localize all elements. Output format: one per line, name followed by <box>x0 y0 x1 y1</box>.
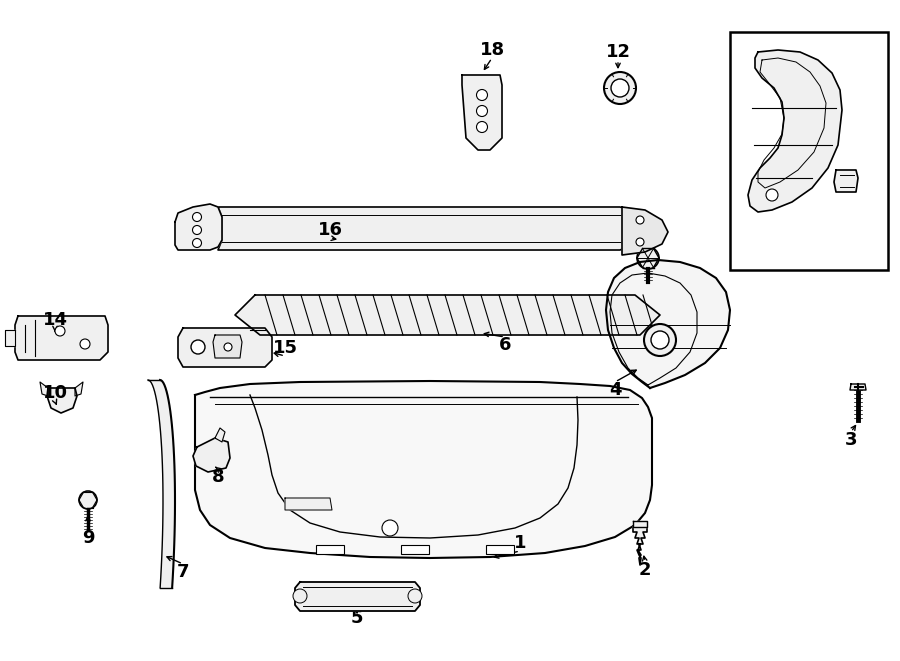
Polygon shape <box>834 170 858 192</box>
Circle shape <box>193 225 202 235</box>
Circle shape <box>637 247 659 269</box>
Circle shape <box>651 331 669 349</box>
Circle shape <box>79 491 97 509</box>
Circle shape <box>604 72 636 104</box>
Polygon shape <box>606 260 730 388</box>
Text: 5: 5 <box>351 609 364 627</box>
Circle shape <box>193 239 202 247</box>
Circle shape <box>644 324 676 356</box>
Text: 4: 4 <box>608 381 621 399</box>
Polygon shape <box>213 335 242 358</box>
Polygon shape <box>178 328 272 367</box>
Polygon shape <box>850 384 866 390</box>
Polygon shape <box>75 382 83 396</box>
Circle shape <box>476 89 488 100</box>
Polygon shape <box>5 330 15 346</box>
Polygon shape <box>15 316 108 360</box>
Polygon shape <box>633 521 647 527</box>
Text: 3: 3 <box>845 431 857 449</box>
Text: 7: 7 <box>176 563 189 581</box>
Text: 10: 10 <box>42 384 68 402</box>
Circle shape <box>636 216 644 224</box>
Text: 11: 11 <box>788 31 813 49</box>
Polygon shape <box>40 382 48 396</box>
Text: 17: 17 <box>631 221 655 239</box>
Circle shape <box>224 343 232 351</box>
Text: 1: 1 <box>514 534 526 552</box>
Text: 14: 14 <box>42 311 68 329</box>
Circle shape <box>382 520 398 536</box>
Text: 9: 9 <box>82 529 94 547</box>
Polygon shape <box>215 428 225 442</box>
Text: 2: 2 <box>639 561 652 579</box>
Polygon shape <box>462 75 502 150</box>
Polygon shape <box>633 526 647 565</box>
Circle shape <box>636 238 644 246</box>
Bar <box>401 545 429 554</box>
Circle shape <box>55 326 65 336</box>
Circle shape <box>193 212 202 221</box>
Polygon shape <box>193 438 230 472</box>
Circle shape <box>476 122 488 132</box>
Text: 18: 18 <box>480 41 505 59</box>
Polygon shape <box>175 204 222 250</box>
Text: 8: 8 <box>212 468 224 486</box>
Polygon shape <box>748 50 842 212</box>
Text: 13: 13 <box>832 203 858 221</box>
Bar <box>316 545 344 554</box>
Circle shape <box>80 339 90 349</box>
Polygon shape <box>47 388 77 413</box>
Text: 12: 12 <box>606 43 631 61</box>
Bar <box>730 32 888 270</box>
Circle shape <box>408 589 422 603</box>
Circle shape <box>191 340 205 354</box>
Text: 16: 16 <box>318 221 343 239</box>
Circle shape <box>611 79 629 97</box>
Circle shape <box>766 189 778 201</box>
Polygon shape <box>285 498 332 510</box>
Circle shape <box>476 106 488 116</box>
Circle shape <box>293 589 307 603</box>
Bar <box>486 545 514 554</box>
Polygon shape <box>195 381 652 558</box>
Polygon shape <box>218 207 648 250</box>
Text: 15: 15 <box>273 339 298 357</box>
Polygon shape <box>295 582 420 611</box>
Text: 6: 6 <box>499 336 511 354</box>
Polygon shape <box>622 207 668 255</box>
Polygon shape <box>235 295 660 335</box>
Polygon shape <box>148 380 175 588</box>
